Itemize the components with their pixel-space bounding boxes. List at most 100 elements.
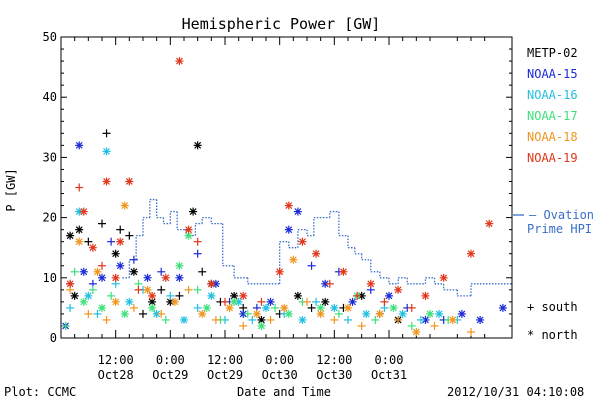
north-point — [116, 261, 125, 270]
north-point — [175, 261, 184, 270]
north-point — [293, 207, 302, 216]
south-point — [184, 285, 193, 294]
south-point — [394, 315, 403, 324]
y-tick-label: 10 — [43, 271, 57, 285]
north-point — [344, 303, 352, 312]
north-point — [457, 309, 466, 318]
north-point — [485, 219, 494, 228]
north-point — [362, 309, 371, 318]
x-tick-date-label: Oct31 — [371, 368, 407, 382]
north-point — [289, 255, 298, 264]
north-point — [116, 237, 125, 246]
series-noaa-19 — [66, 57, 494, 312]
legend-marker-north: * north — [527, 328, 578, 342]
north-point — [125, 177, 134, 186]
north-point — [435, 309, 444, 318]
south-point — [98, 261, 106, 270]
chart-title: Hemispheric Power [GW] — [182, 15, 381, 33]
north-point — [284, 309, 293, 318]
south-point — [344, 315, 352, 324]
north-point — [125, 297, 134, 306]
north-point — [75, 141, 84, 150]
north-point — [389, 303, 398, 312]
south-point — [271, 303, 280, 312]
south-point — [239, 321, 248, 330]
north-point — [275, 267, 284, 276]
north-point — [98, 273, 106, 282]
north-point — [175, 57, 184, 66]
x-tick-date-label: Oct28 — [98, 368, 134, 382]
south-point — [407, 303, 416, 312]
north-point — [439, 273, 448, 282]
footer-right: 2012/10/31 04:10:08 — [447, 385, 584, 399]
y-tick-label: 40 — [43, 90, 57, 104]
south-point — [307, 261, 316, 270]
x-axis-title: Date and Time — [237, 385, 331, 399]
x-tick-time-label: 0:00 — [156, 353, 185, 367]
series-noaa-17 — [61, 231, 453, 330]
north-point — [70, 291, 79, 300]
north-point — [193, 141, 202, 150]
south-point — [334, 309, 343, 318]
south-point — [312, 297, 321, 306]
series-metp-02 — [66, 129, 403, 324]
legend-item-noaa-16: NOAA-16 — [527, 88, 578, 102]
south-point — [66, 303, 75, 312]
south-point — [175, 291, 184, 300]
north-point — [184, 225, 193, 234]
south-point — [139, 309, 147, 318]
south-point — [134, 285, 143, 294]
south-point — [467, 327, 475, 336]
south-point — [75, 183, 84, 192]
south-point — [98, 219, 106, 228]
y-tick-label: 0 — [50, 331, 57, 345]
south-point — [102, 315, 111, 324]
y-axis-label: P [GW] — [4, 168, 18, 211]
north-point — [498, 303, 507, 312]
north-point — [129, 267, 138, 276]
north-point — [207, 291, 216, 300]
north-point — [312, 249, 321, 258]
north-point — [262, 303, 270, 312]
north-point — [148, 291, 157, 300]
north-point — [207, 279, 216, 288]
x-tick-date-label: Oct29 — [152, 368, 188, 382]
north-point — [375, 309, 384, 318]
plot-frame — [60, 36, 513, 339]
y-tick-label: 30 — [43, 150, 57, 164]
south-point — [93, 309, 102, 318]
north-point — [75, 237, 84, 246]
south-point — [129, 255, 138, 264]
south-point — [84, 237, 93, 246]
south-point — [248, 315, 257, 324]
south-point — [88, 285, 97, 294]
south-point — [157, 267, 166, 276]
north-point — [321, 297, 330, 306]
north-point — [79, 267, 88, 276]
north-point — [75, 225, 84, 234]
x-tick-time-label: 12:00 — [316, 353, 352, 367]
north-point — [394, 285, 403, 294]
south-point — [430, 321, 439, 330]
y-axis-ticks: 0 10 20 30 40 50 — [43, 30, 512, 345]
north-point — [426, 309, 434, 318]
north-point — [298, 237, 307, 246]
north-point — [84, 291, 93, 300]
north-point — [93, 267, 102, 276]
north-point — [120, 201, 129, 210]
north-point — [79, 207, 88, 216]
north-point — [66, 231, 75, 240]
footer-left: Plot: CCMC — [4, 385, 76, 399]
south-point — [193, 303, 202, 312]
north-point — [143, 285, 152, 294]
south-point — [107, 291, 116, 300]
north-point — [170, 297, 179, 306]
north-point — [88, 243, 97, 252]
north-point — [398, 309, 407, 318]
x-tick-time-label: 0:00 — [375, 353, 404, 367]
south-point — [257, 297, 266, 306]
south-point — [221, 297, 229, 306]
north-point — [280, 303, 289, 312]
south-point — [416, 315, 425, 324]
north-point — [298, 315, 307, 324]
